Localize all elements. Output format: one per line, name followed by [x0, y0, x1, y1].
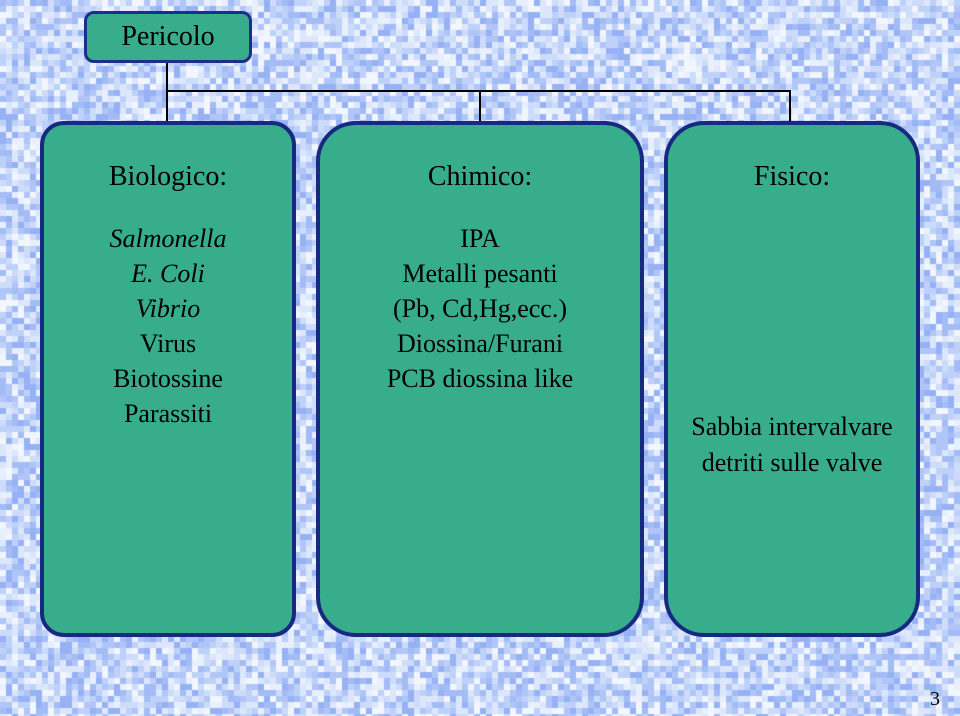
content-layer: Pericolo Biologico: SalmonellaE. ColiVibri…	[0, 0, 960, 716]
child-item: Vibrio	[44, 291, 292, 326]
root-label: Pericolo	[121, 21, 214, 53]
child-item: (Pb, Cd,Hg,ecc.)	[320, 291, 640, 326]
child-item: Parassiti	[44, 396, 292, 431]
child-item: Metalli pesanti	[320, 256, 640, 291]
child-node: Fisico: Sabbia intervalvaredetriti sulle …	[664, 121, 920, 637]
child-item: Salmonella	[44, 221, 292, 256]
child-item: detriti sulle valve	[668, 445, 916, 480]
child-item: Virus	[44, 326, 292, 361]
child-title: Biologico:	[44, 161, 292, 193]
child-item: Sabbia intervalvare	[668, 409, 916, 444]
child-item: E. Coli	[44, 256, 292, 291]
child-title: Chimico:	[320, 161, 640, 193]
slide-root: Pericolo Biologico: SalmonellaE. ColiVibri…	[0, 0, 960, 716]
child-item: Biotossine	[44, 361, 292, 396]
child-node: Chimico: IPAMetalli pesanti(Pb, Cd,Hg,ecc…	[316, 121, 644, 637]
root-node: Pericolo	[84, 11, 252, 63]
child-item: Diossina/Furani	[320, 326, 640, 361]
connector-line	[479, 91, 481, 121]
child-item: IPA	[320, 221, 640, 256]
child-bottom-group: Sabbia intervalvaredetriti sulle valve	[668, 409, 916, 479]
page-number: 3	[930, 688, 940, 711]
child-node: Biologico: SalmonellaE. ColiVibrioVirusBi…	[40, 121, 296, 637]
child-title: Fisico:	[668, 161, 916, 193]
child-item: PCB diossina like	[320, 361, 640, 396]
connector-line	[166, 91, 168, 121]
connector-line	[166, 63, 168, 91]
connector-line	[789, 91, 791, 121]
